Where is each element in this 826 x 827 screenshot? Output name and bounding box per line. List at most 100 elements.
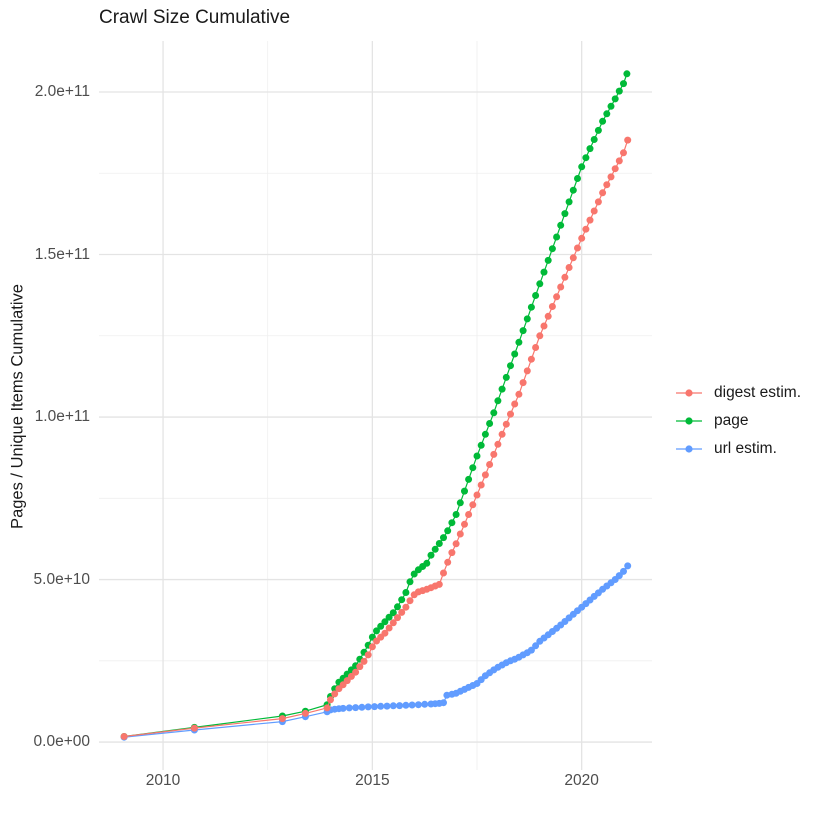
data-point-digest-estim xyxy=(402,603,410,611)
data-point-digest-estim xyxy=(624,136,632,144)
data-point-digest-estim xyxy=(594,198,602,206)
data-point-digest-estim xyxy=(473,491,481,499)
data-point-page xyxy=(423,559,431,567)
data-point-page xyxy=(385,613,393,621)
data-point-page xyxy=(494,397,502,405)
data-point-page xyxy=(515,338,523,346)
data-point-page xyxy=(623,70,631,78)
data-point-digest-estim xyxy=(507,410,514,418)
data-point-url-estim xyxy=(421,700,429,708)
data-point-page xyxy=(607,102,615,110)
data-point-digest-estim xyxy=(444,558,452,566)
data-point-digest-estim xyxy=(448,549,456,557)
data-point-page xyxy=(448,519,456,527)
data-point-digest-estim xyxy=(561,273,569,281)
legend-key-icon xyxy=(676,389,702,397)
data-point-page xyxy=(615,87,623,95)
data-point-page xyxy=(507,362,514,370)
data-point-page xyxy=(377,622,385,630)
data-point-page xyxy=(452,511,460,518)
data-point-url-estim xyxy=(352,704,360,712)
data-point-digest-estim xyxy=(465,511,473,518)
data-point-digest-estim xyxy=(398,608,406,616)
data-point-digest-estim xyxy=(578,234,586,242)
data-point-digest-estim xyxy=(381,629,389,637)
data-point-digest-estim xyxy=(590,207,598,215)
data-point-page xyxy=(435,540,443,547)
data-point-digest-estim xyxy=(511,400,519,408)
data-point-digest-estim xyxy=(523,367,531,375)
data-point-page xyxy=(444,527,452,535)
data-point-digest-estim xyxy=(469,501,477,509)
data-point-digest-estim xyxy=(120,733,128,740)
data-point-page xyxy=(536,280,544,288)
data-point-page xyxy=(532,292,540,299)
data-point-digest-estim xyxy=(515,390,523,398)
data-point-page xyxy=(373,627,380,635)
data-point-page xyxy=(527,303,535,311)
data-point-url-estim xyxy=(396,702,404,710)
y-tick-label: 0.0e+00 xyxy=(33,733,90,751)
data-point-page xyxy=(402,589,410,596)
y-tick-label: 5.0e+10 xyxy=(33,570,90,588)
data-point-digest-estim xyxy=(540,322,548,330)
data-point-digest-estim xyxy=(461,520,468,528)
data-point-page xyxy=(519,327,527,335)
data-point-digest-estim xyxy=(368,643,376,651)
legend-label: page xyxy=(714,412,749,429)
data-point-url-estim xyxy=(339,704,347,712)
data-point-digest-estim xyxy=(557,283,565,291)
data-point-digest-estim xyxy=(553,293,561,301)
data-point-page xyxy=(557,221,565,229)
data-point-page xyxy=(594,126,602,134)
data-point-digest-estim xyxy=(360,657,368,665)
y-tick-label: 2.0e+11 xyxy=(34,83,90,101)
data-point-url-estim xyxy=(527,646,535,654)
data-point-page xyxy=(490,409,498,417)
x-tick-label: 2020 xyxy=(564,772,599,789)
data-point-page xyxy=(427,551,435,559)
data-point-digest-estim xyxy=(611,165,619,173)
data-point-url-estim xyxy=(371,703,378,711)
data-point-page xyxy=(511,350,519,358)
data-point-digest-estim xyxy=(278,715,286,723)
data-point-page xyxy=(553,233,561,241)
data-point-digest-estim xyxy=(582,225,590,233)
legend-item-page: page xyxy=(674,407,801,435)
y-tick-label: 1.0e+11 xyxy=(34,408,90,426)
data-point-url-estim xyxy=(414,701,422,709)
legend: digest estim. page url estim. xyxy=(674,379,801,463)
data-point-digest-estim xyxy=(435,580,443,588)
data-point-url-estim xyxy=(383,702,391,710)
x-tick-label: 2015 xyxy=(355,772,390,789)
data-point-page xyxy=(456,499,464,507)
data-point-page xyxy=(523,315,531,323)
data-point-digest-estim xyxy=(352,668,360,676)
data-point-page xyxy=(590,136,598,143)
data-point-page xyxy=(465,475,473,483)
data-point-page xyxy=(486,420,494,427)
data-point-page xyxy=(406,578,414,586)
data-point-digest-estim xyxy=(574,244,581,252)
data-point-page xyxy=(481,430,489,438)
data-point-page xyxy=(431,545,439,553)
legend-item-url-estim: url estim. xyxy=(674,435,801,463)
data-point-page xyxy=(599,117,607,125)
data-point-digest-estim xyxy=(603,181,611,189)
data-point-page xyxy=(540,268,548,276)
data-point-digest-estim xyxy=(519,379,527,387)
data-point-page xyxy=(469,464,477,472)
data-point-page xyxy=(561,210,569,218)
data-point-page xyxy=(565,198,573,206)
data-point-digest-estim xyxy=(527,355,535,363)
y-tick-label: 1.5e+11 xyxy=(34,245,90,263)
legend-key-icon xyxy=(676,445,702,453)
data-point-digest-estim xyxy=(615,157,623,165)
data-point-url-estim xyxy=(532,642,540,650)
data-point-digest-estim xyxy=(569,254,577,262)
data-point-digest-estim xyxy=(486,461,494,468)
data-point-url-estim xyxy=(620,567,627,575)
data-point-digest-estim xyxy=(394,614,401,622)
data-point-url-estim xyxy=(408,701,416,709)
